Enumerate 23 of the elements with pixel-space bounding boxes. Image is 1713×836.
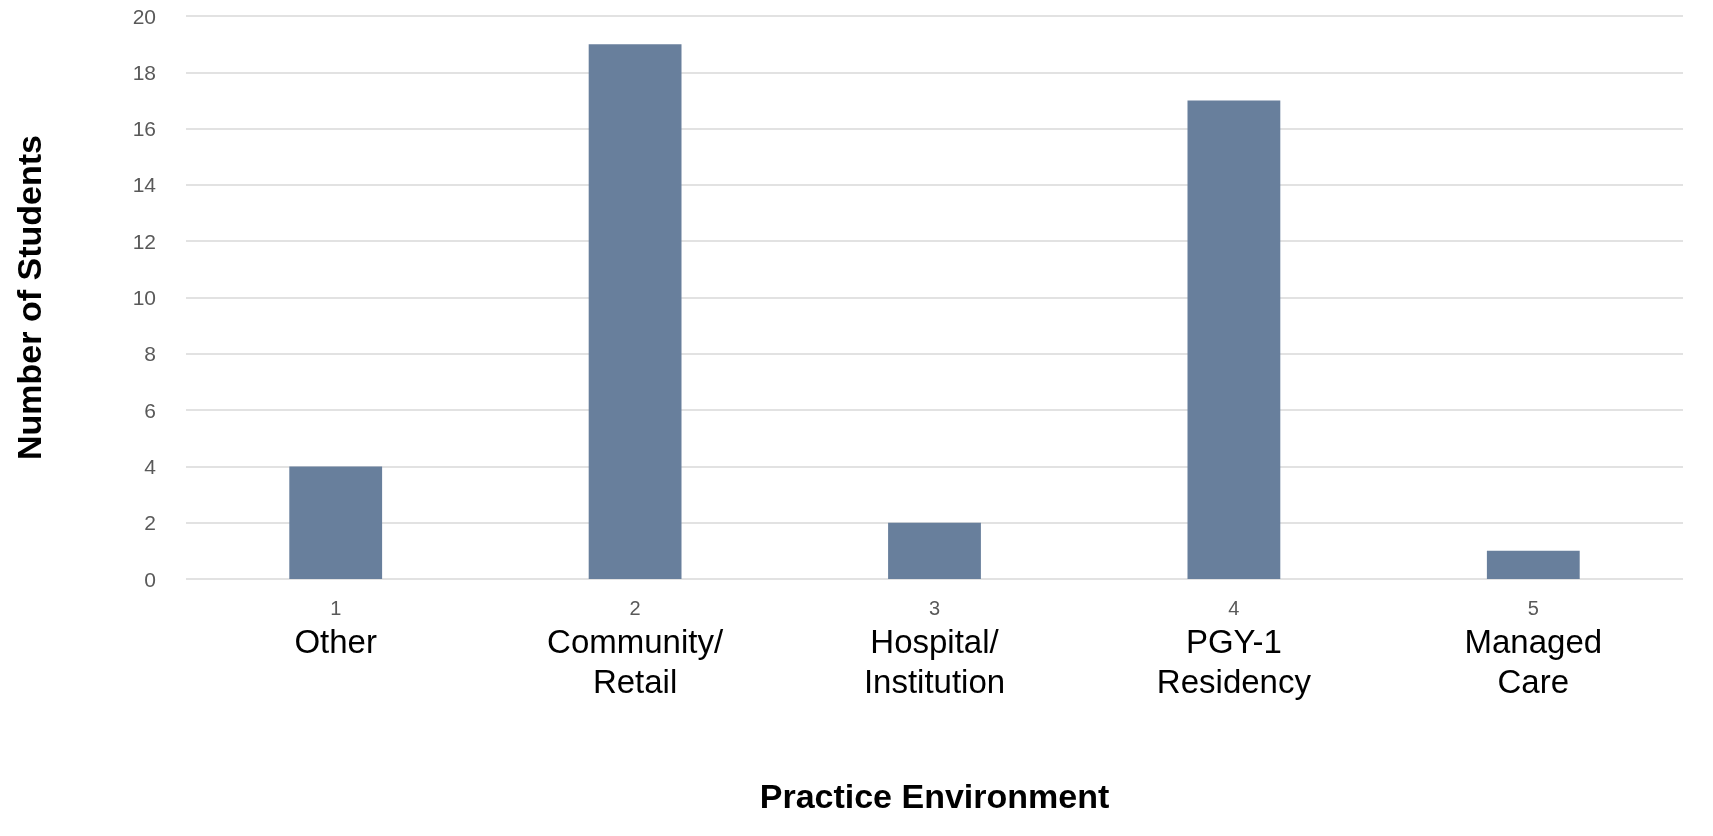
bar [1486, 550, 1580, 579]
x-axis-title: Practice Environment [759, 777, 1110, 815]
y-tick-label: 0 [144, 567, 156, 591]
bar [888, 522, 981, 579]
y-axis-title: Number of Students [10, 135, 48, 460]
y-tick-label: 12 [132, 229, 156, 253]
y-tick-label: 4 [144, 454, 157, 478]
x-tick-label: 1 Other [294, 597, 377, 660]
y-tick-label: 16 [132, 117, 156, 141]
y-tick-label: 2 [144, 511, 156, 535]
x-tick-label: 5 Managed Care [1464, 597, 1603, 700]
y-tick-label: 6 [144, 398, 156, 422]
x-tick-label: 2 Community/ Retail [547, 597, 724, 700]
x-tick-label: 4 PGY-1 Residency [1156, 597, 1312, 700]
y-tick-label: 8 [144, 342, 156, 366]
bar [1187, 100, 1281, 579]
y-tick-label: 14 [132, 173, 157, 197]
y-tick-label: 20 [132, 4, 156, 28]
bar [289, 466, 383, 579]
bar [588, 44, 682, 579]
x-tick-label: 3 Hospital/ Institution [863, 597, 1006, 700]
y-tick-label: 18 [132, 60, 156, 84]
y-tick-label: 10 [132, 286, 156, 309]
